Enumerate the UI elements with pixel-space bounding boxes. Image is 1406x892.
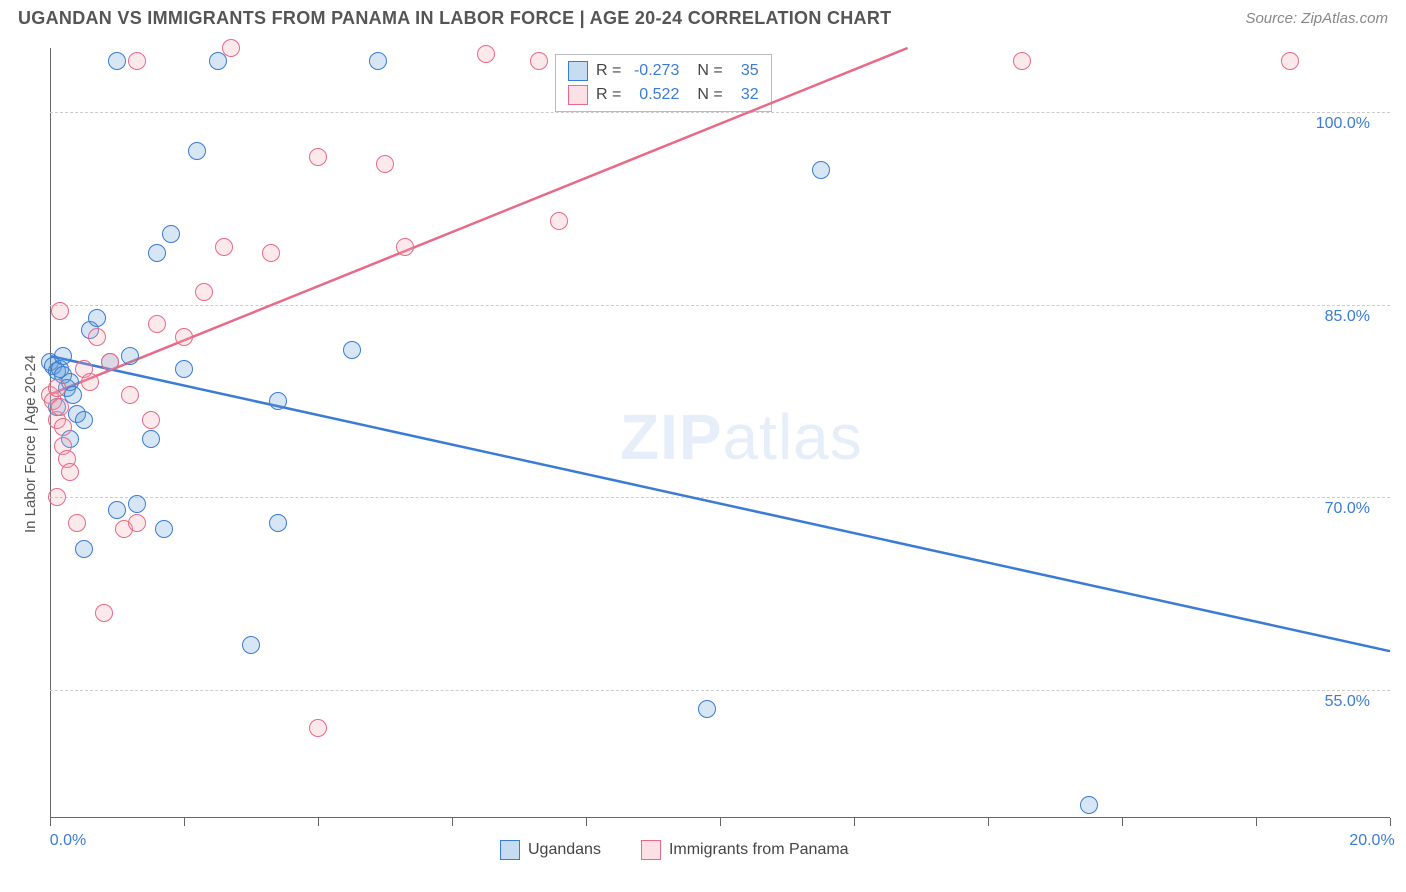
data-point bbox=[54, 418, 72, 436]
data-point bbox=[148, 315, 166, 333]
x-tick bbox=[184, 818, 185, 826]
x-tick bbox=[854, 818, 855, 826]
chart-title: UGANDAN VS IMMIGRANTS FROM PANAMA IN LAB… bbox=[18, 8, 891, 29]
data-point bbox=[142, 430, 160, 448]
legend-label: Immigrants from Panama bbox=[669, 841, 849, 859]
data-point bbox=[162, 225, 180, 243]
data-point bbox=[396, 238, 414, 256]
data-point bbox=[698, 700, 716, 718]
data-point bbox=[88, 309, 106, 327]
data-point bbox=[88, 328, 106, 346]
data-point bbox=[81, 373, 99, 391]
data-point bbox=[188, 142, 206, 160]
data-point bbox=[369, 52, 387, 70]
data-point bbox=[101, 353, 119, 371]
data-point bbox=[376, 155, 394, 173]
data-point bbox=[175, 328, 193, 346]
data-point bbox=[128, 514, 146, 532]
data-point bbox=[155, 520, 173, 538]
data-point bbox=[121, 386, 139, 404]
x-tick bbox=[720, 818, 721, 826]
data-point bbox=[121, 347, 139, 365]
x-tick-label: 20.0% bbox=[1349, 832, 1394, 850]
source-attribution: Source: ZipAtlas.com bbox=[1245, 10, 1388, 27]
data-point bbox=[95, 604, 113, 622]
data-point bbox=[48, 379, 66, 397]
legend-item: Ugandans bbox=[500, 840, 601, 860]
data-point bbox=[269, 514, 287, 532]
trend-lines bbox=[0, 40, 1390, 818]
data-point bbox=[343, 341, 361, 359]
x-tick bbox=[586, 818, 587, 826]
data-point bbox=[108, 52, 126, 70]
data-point bbox=[477, 45, 495, 63]
legend-swatch bbox=[500, 840, 520, 860]
legend-swatch bbox=[641, 840, 661, 860]
data-point bbox=[1080, 796, 1098, 814]
data-point bbox=[175, 360, 193, 378]
data-point bbox=[75, 411, 93, 429]
data-point bbox=[51, 398, 69, 416]
x-tick-label: 0.0% bbox=[50, 832, 86, 850]
data-point bbox=[75, 540, 93, 558]
x-tick bbox=[50, 818, 51, 826]
correlation-scatter-chart: In Labor Force | Age 20-24 ZIPatlas R =-… bbox=[0, 40, 1406, 860]
data-point bbox=[309, 719, 327, 737]
data-point bbox=[1281, 52, 1299, 70]
data-point bbox=[51, 302, 69, 320]
data-point bbox=[128, 495, 146, 513]
data-point bbox=[530, 52, 548, 70]
data-point bbox=[215, 238, 233, 256]
x-tick bbox=[1122, 818, 1123, 826]
data-point bbox=[812, 161, 830, 179]
chart-header: UGANDAN VS IMMIGRANTS FROM PANAMA IN LAB… bbox=[0, 0, 1406, 35]
data-point bbox=[148, 244, 166, 262]
x-tick bbox=[1390, 818, 1391, 826]
data-point bbox=[242, 636, 260, 654]
data-point bbox=[48, 488, 66, 506]
data-point bbox=[108, 501, 126, 519]
series-legend: Ugandans Immigrants from Panama bbox=[500, 840, 849, 860]
data-point bbox=[309, 148, 327, 166]
data-point bbox=[262, 244, 280, 262]
data-point bbox=[550, 212, 568, 230]
trend-line bbox=[50, 356, 1390, 651]
data-point bbox=[269, 392, 287, 410]
data-point bbox=[222, 39, 240, 57]
data-point bbox=[142, 411, 160, 429]
data-point bbox=[54, 347, 72, 365]
data-point bbox=[1013, 52, 1031, 70]
data-point bbox=[61, 463, 79, 481]
legend-item: Immigrants from Panama bbox=[641, 840, 849, 860]
x-tick bbox=[452, 818, 453, 826]
x-tick bbox=[1256, 818, 1257, 826]
data-point bbox=[128, 52, 146, 70]
data-point bbox=[68, 514, 86, 532]
x-tick bbox=[988, 818, 989, 826]
legend-label: Ugandans bbox=[528, 841, 601, 859]
data-point bbox=[195, 283, 213, 301]
x-tick bbox=[318, 818, 319, 826]
